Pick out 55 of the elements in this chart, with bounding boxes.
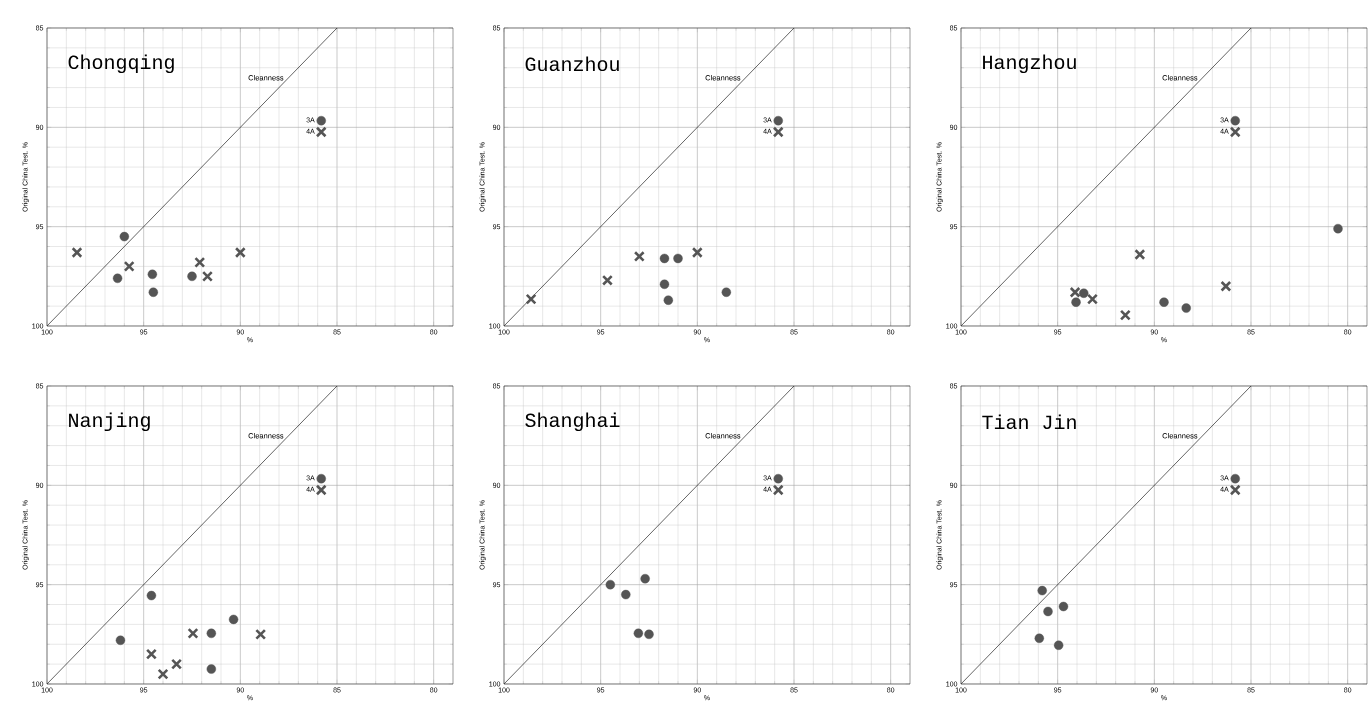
point xyxy=(187,271,197,282)
point xyxy=(194,256,206,268)
point xyxy=(1134,248,1146,261)
point xyxy=(1079,288,1089,298)
point xyxy=(201,270,214,282)
point xyxy=(148,287,159,297)
point xyxy=(1034,633,1044,643)
point xyxy=(234,246,246,259)
point xyxy=(123,260,135,272)
point xyxy=(119,231,130,242)
point xyxy=(206,664,217,674)
point xyxy=(621,589,631,600)
point xyxy=(147,269,158,280)
point xyxy=(1119,309,1131,321)
text: Chongqing xyxy=(68,54,174,74)
text: Nanjing xyxy=(69,412,150,432)
point xyxy=(146,590,157,601)
point xyxy=(721,287,732,297)
point xyxy=(187,627,199,639)
point xyxy=(157,668,169,680)
point xyxy=(1086,293,1099,305)
point xyxy=(663,295,674,305)
point xyxy=(1333,223,1343,234)
point xyxy=(71,246,83,259)
point xyxy=(145,648,157,660)
point xyxy=(673,253,683,264)
point xyxy=(633,628,644,639)
point xyxy=(1220,280,1232,292)
point xyxy=(644,629,654,640)
point xyxy=(1037,585,1047,596)
point xyxy=(633,250,645,262)
point xyxy=(171,658,183,670)
point xyxy=(525,293,537,305)
text: Hangzhou xyxy=(983,54,1076,74)
point xyxy=(115,635,126,645)
point xyxy=(659,279,670,289)
point xyxy=(601,274,613,286)
point xyxy=(1159,297,1169,307)
point xyxy=(112,273,123,284)
point xyxy=(659,253,670,264)
point xyxy=(1069,286,1081,298)
point xyxy=(228,614,239,625)
point xyxy=(206,628,217,639)
point xyxy=(1053,640,1064,650)
point xyxy=(1181,303,1191,313)
point xyxy=(1058,601,1069,612)
text: Tian Jin xyxy=(982,414,1076,430)
text: Shanghai xyxy=(525,412,620,432)
point xyxy=(1043,606,1053,617)
point xyxy=(640,574,650,584)
point xyxy=(691,246,703,259)
point xyxy=(255,628,267,640)
text: Guanzhou xyxy=(525,56,619,72)
point xyxy=(605,579,616,590)
point xyxy=(1071,297,1081,307)
